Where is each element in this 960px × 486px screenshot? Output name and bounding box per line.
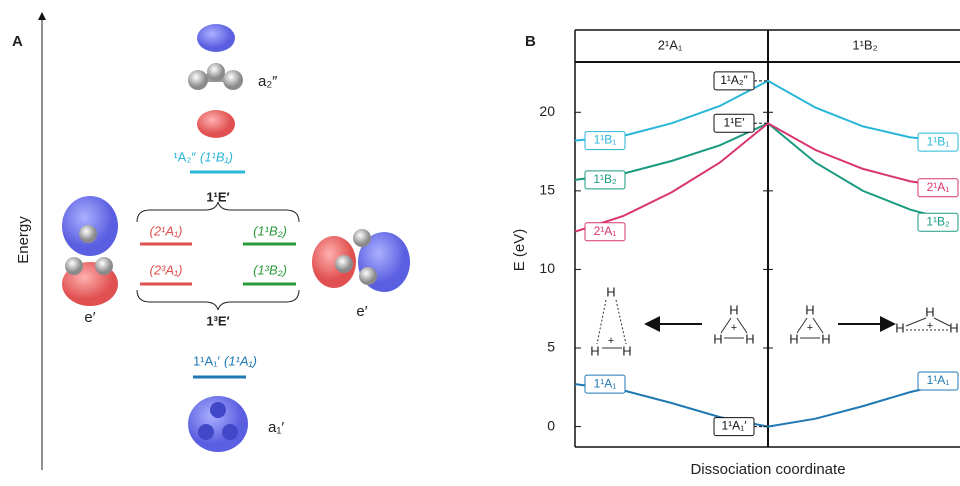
- orbital-label: a₁′: [268, 419, 284, 436]
- atom: H: [895, 320, 904, 335]
- atom: H: [821, 331, 830, 346]
- figure: A Energy a₂″ ¹A₂″ (1¹B₁) 1¹E′ (2¹A₁) (1¹…: [0, 0, 960, 486]
- curve: [575, 81, 958, 142]
- state-label: 1¹A₁: [927, 373, 950, 387]
- atom: H: [745, 331, 754, 346]
- orbital-label: e′: [84, 309, 95, 326]
- state-label: (2¹A₁): [150, 223, 183, 238]
- curve: [575, 123, 958, 231]
- axis-label: Dissociation coordinate: [690, 461, 845, 478]
- column-header: 2¹A₁: [658, 37, 683, 52]
- charge: +: [608, 335, 614, 347]
- state-label: 1¹E′: [724, 115, 746, 129]
- orbital-lobe: [197, 110, 235, 138]
- orbital-label: a₂″: [258, 73, 278, 90]
- y-tick-label: 15: [539, 182, 555, 198]
- y-tick-label: 0: [547, 417, 555, 433]
- curve: [575, 381, 958, 427]
- panel-label: B: [525, 33, 536, 50]
- state-label: 1¹B₂: [593, 172, 617, 186]
- state-label: 1¹A₁′: [722, 419, 748, 433]
- y-tick-label: 20: [539, 103, 555, 119]
- state-label: 2¹A₁: [927, 180, 950, 194]
- group-label: 1³E′: [206, 313, 229, 328]
- state-label: ¹A₂″: [173, 149, 196, 164]
- atom: H: [590, 343, 599, 358]
- state-label: 1¹B₁: [594, 133, 617, 147]
- state-label: 1¹B₂: [926, 214, 950, 228]
- state-label: 1¹A₁′: [193, 353, 221, 368]
- orbital: [62, 196, 118, 306]
- orbital-lobe: [197, 24, 235, 52]
- charge: +: [731, 322, 737, 334]
- state-label: 1¹A₁: [594, 376, 617, 390]
- state-label: (1¹B₁): [200, 149, 233, 164]
- atom: H: [789, 331, 798, 346]
- brace: [137, 290, 299, 310]
- curve: [575, 123, 958, 222]
- axis-label: Energy: [15, 216, 32, 264]
- y-tick-label: 5: [547, 339, 555, 355]
- state-label: 2¹A₁: [594, 224, 617, 238]
- atom: H: [622, 343, 631, 358]
- orbital: [312, 229, 410, 292]
- atom: H: [729, 302, 738, 317]
- y-tick-label: 10: [539, 260, 555, 276]
- charge: +: [807, 322, 813, 334]
- panel-label: A: [12, 33, 23, 50]
- charge: +: [927, 320, 933, 332]
- state-label: 1¹B₁: [927, 134, 950, 148]
- axis-label: E (eV): [511, 229, 528, 272]
- atom: H: [949, 320, 958, 335]
- atom: H: [606, 284, 615, 299]
- panel-a: A Energy a₂″ ¹A₂″ (1¹B₁) 1¹E′ (2¹A₁) (1¹…: [12, 14, 410, 470]
- molecule: [188, 63, 243, 90]
- state-label: (1¹B₂): [253, 223, 287, 238]
- state-label: 1¹A₂″: [720, 73, 748, 87]
- orbital: [188, 396, 248, 452]
- inset: H H H + H H H + H H H + H H H +: [590, 284, 958, 358]
- plot: 0 5 10 15 20 1¹B₁ 1¹B₁ 1¹A₂″ 1¹B₂ 1¹B₂ 1¹E′ 2¹A₁ 2¹A…: [539, 72, 958, 436]
- state-label: (2³A₁): [150, 262, 183, 277]
- state-label: (1³B₂): [253, 262, 287, 277]
- atom: H: [805, 302, 814, 317]
- orbital-label: e′: [356, 303, 367, 320]
- column-header: 1¹B₂: [852, 37, 877, 52]
- atom: H: [925, 304, 934, 319]
- atom: H: [713, 331, 722, 346]
- brace: [137, 202, 299, 222]
- state-label: (1¹A₁): [224, 353, 257, 368]
